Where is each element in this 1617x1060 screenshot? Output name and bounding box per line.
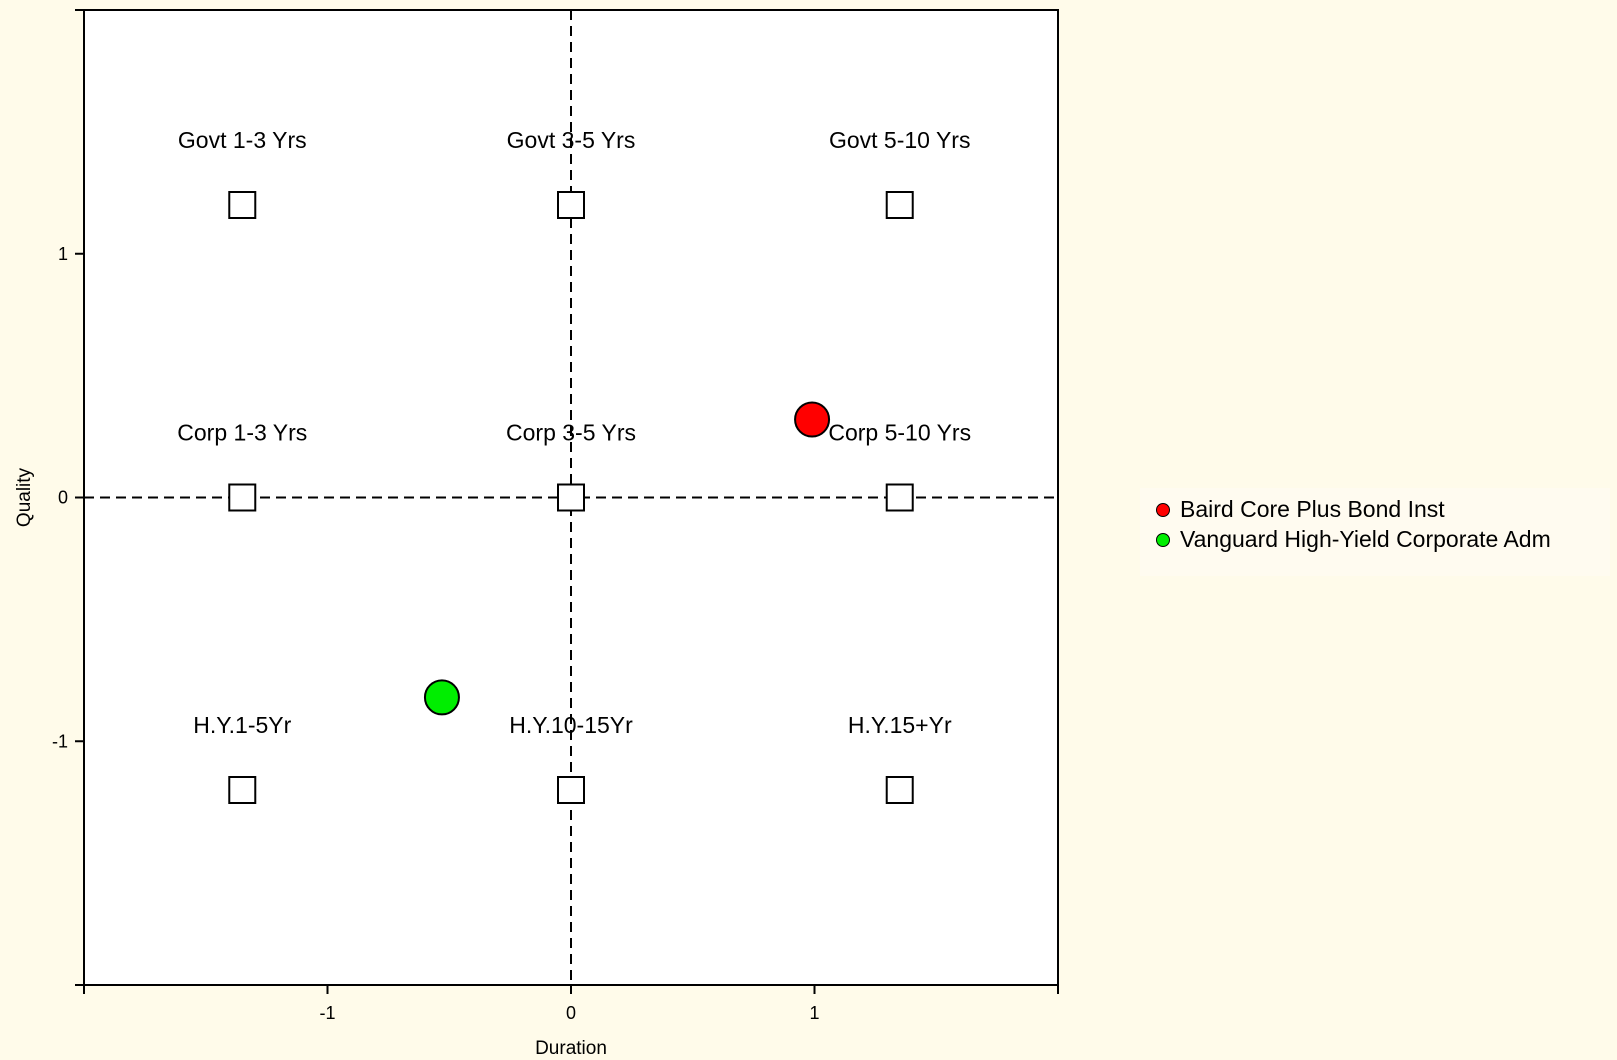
legend-item-baird: Baird Core Plus Bond Inst — [1156, 496, 1445, 523]
y-tick-label: -1 — [52, 731, 68, 751]
legend-label-vanguard: Vanguard High-Yield Corporate Adm — [1180, 526, 1551, 552]
y-axis-title: Quality — [14, 467, 35, 527]
style-box-marker — [557, 776, 585, 804]
x-axis-title: Duration — [535, 1038, 607, 1059]
fund-point — [794, 401, 831, 438]
style-box-marker — [557, 191, 585, 219]
style-box-label: Corp 1-3 Yrs — [177, 420, 307, 446]
style-box-label: H.Y.1-5Yr — [193, 712, 291, 738]
x-tick-label: -1 — [319, 1003, 335, 1023]
fund-point — [423, 679, 460, 716]
style-box-label: H.Y.10-15Yr — [509, 712, 633, 738]
style-box-marker — [228, 483, 257, 512]
style-box-marker — [885, 191, 914, 219]
x-tick-label: 1 — [809, 1003, 819, 1023]
style-box-marker — [557, 483, 585, 512]
style-box-label: Govt 3-5 Yrs — [507, 127, 636, 153]
x-tick-label: 0 — [566, 1003, 576, 1023]
style-box-label: Govt 1-3 Yrs — [178, 127, 307, 153]
legend-swatch-vanguard — [1156, 532, 1170, 547]
style-box-marker — [228, 776, 257, 804]
style-box-marker — [228, 191, 257, 219]
style-box-label: Corp 3-5 Yrs — [506, 420, 636, 446]
style-box-label: H.Y.15+Yr — [848, 712, 952, 738]
style-box-marker — [885, 483, 914, 512]
y-tick-label: 1 — [58, 244, 68, 264]
legend-label-baird: Baird Core Plus Bond Inst — [1180, 496, 1445, 522]
style-box-label: Govt 5-10 Yrs — [829, 127, 970, 153]
legend-item-vanguard: Vanguard High-Yield Corporate Adm — [1156, 526, 1551, 553]
y-tick-label: 0 — [58, 488, 68, 508]
style-box-marker — [885, 776, 914, 804]
style-box-label: Corp 5-10 Yrs — [828, 420, 971, 446]
legend-swatch-baird — [1156, 502, 1170, 517]
legend: Baird Core Plus Bond Inst Vanguard High-… — [1140, 488, 1610, 576]
